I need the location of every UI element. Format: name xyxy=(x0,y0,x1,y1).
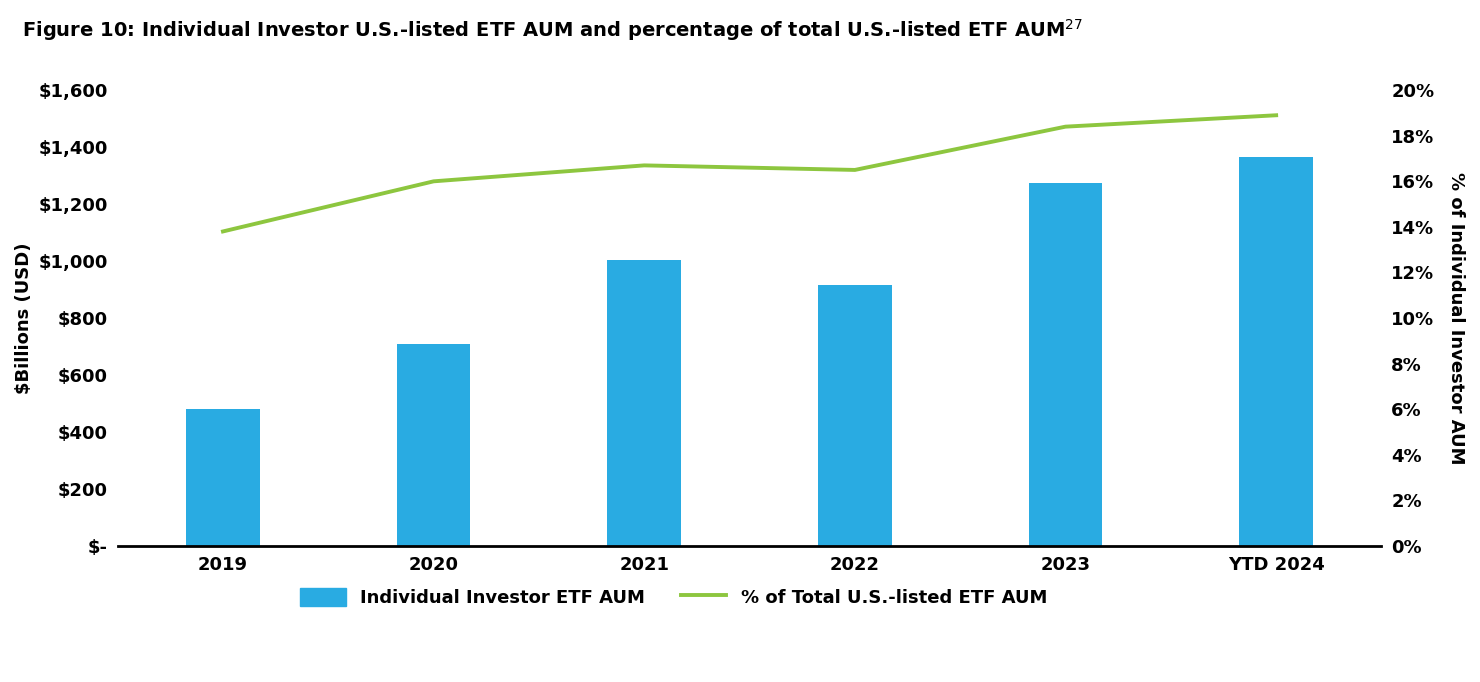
Bar xyxy=(1029,183,1103,546)
Y-axis label: $Billions (USD): $Billions (USD) xyxy=(15,242,33,394)
Bar xyxy=(1239,157,1313,546)
Text: Figure 10: Individual Investor U.S.-listed ETF AUM and percentage of total U.S.-: Figure 10: Individual Investor U.S.-list… xyxy=(22,17,1083,43)
Bar xyxy=(186,409,260,546)
Legend: Individual Investor ETF AUM, % of Total U.S.-listed ETF AUM: Individual Investor ETF AUM, % of Total … xyxy=(293,580,1054,614)
Bar xyxy=(607,260,681,546)
Bar xyxy=(397,344,471,546)
Y-axis label: % of Individual Investor AUM: % of Individual Investor AUM xyxy=(1447,172,1465,464)
Bar xyxy=(818,285,892,546)
